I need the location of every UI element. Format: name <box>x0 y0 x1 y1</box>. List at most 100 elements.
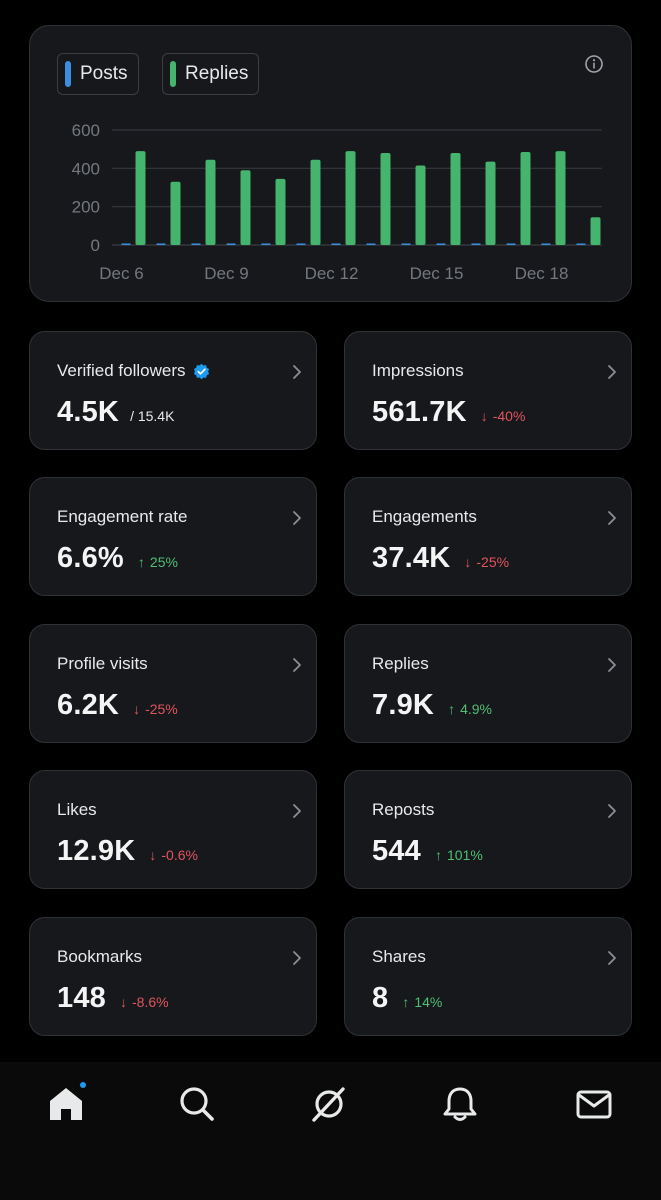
chevron-right-icon <box>293 804 301 818</box>
stat-label: Reposts <box>372 800 434 820</box>
legend-posts[interactable]: Posts <box>57 53 139 95</box>
stat-value: 12.9K <box>57 835 136 867</box>
bar-posts[interactable] <box>261 243 271 246</box>
chevron-right-icon <box>608 365 616 379</box>
bar-replies[interactable] <box>205 159 216 245</box>
bar-replies[interactable] <box>415 165 426 245</box>
bar-posts[interactable] <box>576 243 586 246</box>
search-icon <box>180 1087 214 1121</box>
info-icon[interactable] <box>584 54 604 74</box>
bar-posts[interactable] <box>121 243 131 246</box>
bar-replies[interactable] <box>485 161 496 245</box>
stat-value-row: 12.9K ↓ -0.6% <box>57 835 198 868</box>
stat-card-verified-followers[interactable]: Verified followers 4.5K / 15.4K <box>29 331 317 450</box>
y-tick-label: 0 <box>91 236 100 255</box>
bar-replies[interactable] <box>345 151 356 245</box>
stat-card-likes[interactable]: Likes 12.9K ↓ -0.6% <box>29 770 317 889</box>
x-tick-label: Dec 6 <box>99 264 143 283</box>
nav-notifications[interactable] <box>440 1084 480 1124</box>
bar-replies[interactable] <box>135 151 146 245</box>
x-tick-label: Dec 9 <box>204 264 248 283</box>
stat-value: 6.6% <box>57 542 124 574</box>
nav-home[interactable] <box>46 1080 88 1124</box>
bar-posts[interactable] <box>296 243 306 246</box>
arrow-down-icon: ↓ <box>464 554 472 570</box>
chevron-right-icon <box>293 511 301 525</box>
stat-label: Verified followers <box>57 361 210 381</box>
bar-posts[interactable] <box>506 243 516 246</box>
chevron-right-icon <box>608 804 616 818</box>
stat-label-text: Engagements <box>372 507 477 526</box>
stat-label-text: Profile visits <box>57 654 148 673</box>
bar-replies[interactable] <box>240 170 251 245</box>
stat-value-row: 7.9K ↑ 4.9% <box>372 689 492 722</box>
bar-replies[interactable] <box>590 217 601 245</box>
bar-replies[interactable] <box>450 153 461 245</box>
legend-replies-swatch <box>170 61 176 87</box>
stat-label-text: Bookmarks <box>57 947 143 966</box>
stat-value-row: 148 ↓ -8.6% <box>57 982 169 1015</box>
bar-posts[interactable] <box>471 243 481 246</box>
bar-replies[interactable] <box>310 159 321 245</box>
bar-posts[interactable] <box>191 243 201 246</box>
bar-replies[interactable] <box>170 181 181 245</box>
stat-change-value: 101% <box>447 847 483 863</box>
legend-posts-swatch <box>65 61 71 87</box>
arrow-down-icon: ↓ <box>133 701 141 717</box>
stat-value: 148 <box>57 982 106 1014</box>
arrow-up-icon: ↑ <box>435 847 442 863</box>
bar-posts[interactable] <box>156 243 166 246</box>
stat-label-text: Likes <box>57 800 97 819</box>
stat-value-row: 6.6% ↑ 25% <box>57 542 178 575</box>
y-tick-label: 200 <box>72 198 100 217</box>
stat-value: 4.5K <box>57 396 120 428</box>
stat-change: ↑ 14% <box>402 994 442 1010</box>
stat-change-value: -25% <box>476 554 510 570</box>
stat-label: Replies <box>372 654 429 674</box>
stat-value-row: 8 ↑ 14% <box>372 982 442 1015</box>
arrow-down-icon: ↓ <box>480 408 488 424</box>
stat-value: 37.4K <box>372 542 451 574</box>
stat-change: ↑ 25% <box>138 554 178 570</box>
bell-icon <box>443 1087 477 1121</box>
nav-messages[interactable] <box>574 1084 614 1124</box>
stat-label: Likes <box>57 800 97 820</box>
bar-posts[interactable] <box>226 243 236 246</box>
legend-replies[interactable]: Replies <box>162 53 260 95</box>
stat-card-reposts[interactable]: Reposts 544 ↑ 101% <box>344 770 632 889</box>
bar-posts[interactable] <box>436 243 446 246</box>
stat-card-engagement-rate[interactable]: Engagement rate 6.6% ↑ 25% <box>29 477 317 596</box>
stat-card-engagements[interactable]: Engagements 37.4K ↓ -25% <box>344 477 632 596</box>
bar-posts[interactable] <box>366 243 376 246</box>
arrow-down-icon: ↓ <box>149 847 157 863</box>
stat-card-bookmarks[interactable]: Bookmarks 148 ↓ -8.6% <box>29 917 317 1036</box>
y-tick-label: 600 <box>72 121 100 140</box>
bar-replies[interactable] <box>555 151 566 245</box>
nav-grok[interactable] <box>309 1084 349 1124</box>
chevron-right-icon <box>293 951 301 965</box>
bar-posts[interactable] <box>401 243 411 246</box>
chevron-right-icon <box>293 658 301 672</box>
stat-label: Impressions <box>372 361 464 381</box>
stat-card-replies[interactable]: Replies 7.9K ↑ 4.9% <box>344 624 632 743</box>
stat-value: 8 <box>372 982 389 1014</box>
x-tick-label: Dec 18 <box>515 264 569 283</box>
stat-change: ↓ -0.6% <box>149 847 198 863</box>
bar-replies[interactable] <box>520 152 531 245</box>
stat-change: ↓ -40% <box>481 408 526 424</box>
mail-icon <box>576 1090 612 1119</box>
nav-search[interactable] <box>177 1084 217 1124</box>
bar-replies[interactable] <box>275 178 286 245</box>
arrow-down-icon: ↓ <box>120 994 127 1010</box>
bar-posts[interactable] <box>331 243 341 246</box>
stat-change: ↓ -25% <box>464 554 509 570</box>
stat-card-shares[interactable]: Shares 8 ↑ 14% <box>344 917 632 1036</box>
stat-card-impressions[interactable]: Impressions 561.7K ↓ -40% <box>344 331 632 450</box>
bar-replies[interactable] <box>380 153 391 245</box>
stat-card-profile-visits[interactable]: Profile visits 6.2K ↓ -25% <box>29 624 317 743</box>
stat-label-text: Shares <box>372 947 426 966</box>
stat-value: 544 <box>372 835 421 867</box>
bar-posts[interactable] <box>541 243 551 246</box>
stat-change-value: -40% <box>492 408 526 424</box>
stat-label: Engagements <box>372 507 477 527</box>
